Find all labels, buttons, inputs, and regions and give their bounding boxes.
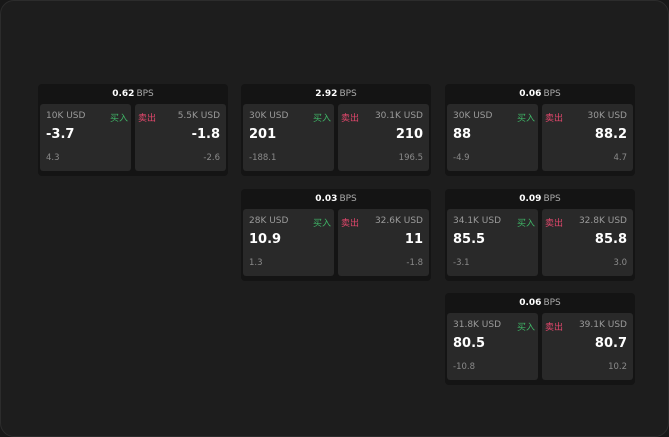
sell-card[interactable]: 卖出 30.1K USD 210 196.5	[338, 104, 429, 171]
spread-unit: BPS	[136, 89, 154, 99]
quote-panel: 0.06 BPS 30K USD 买入 88 -4.9 卖出 30K USD 88…	[445, 84, 635, 176]
buy-change: 1.3	[249, 258, 263, 268]
sell-change: 10.2	[608, 362, 627, 372]
buy-change: 4.3	[46, 153, 60, 163]
buy-amount: 28K USD	[249, 216, 289, 226]
sell-price: 88.2	[594, 127, 627, 142]
spread-unit: BPS	[339, 194, 357, 204]
sell-amount: 30K USD	[587, 111, 627, 121]
buy-label: 买入	[312, 219, 331, 229]
sell-amount: 5.5K USD	[177, 111, 220, 121]
buy-price: 201	[249, 127, 277, 142]
spread-value: 0.06	[519, 298, 542, 308]
buy-amount: 30K USD	[249, 111, 289, 121]
sell-label: 卖出	[138, 114, 157, 124]
buy-card[interactable]: 30K USD 买入 88 -4.9	[447, 104, 538, 171]
buy-price: -3.7	[46, 127, 75, 142]
buy-change: -4.9	[453, 153, 470, 163]
sell-amount: 32.6K USD	[374, 216, 423, 226]
sell-change: 196.5	[398, 153, 423, 163]
sell-card[interactable]: 卖出 32.8K USD 85.8 3.0	[542, 209, 633, 276]
buy-label: 买入	[516, 219, 535, 229]
sell-label: 卖出	[545, 114, 564, 124]
sell-change: 4.7	[613, 153, 627, 163]
buy-label: 买入	[312, 114, 331, 124]
spread-value: 0.62	[112, 89, 135, 99]
spread-value: 0.03	[315, 194, 338, 204]
sell-card[interactable]: 卖出 32.6K USD 11 -1.8	[338, 209, 429, 276]
sell-label: 卖出	[545, 323, 564, 333]
quote-panel: 0.62 BPS 10K USD 买入 -3.7 4.3 卖出 5.5K USD …	[38, 84, 228, 176]
buy-card[interactable]: 28K USD 买入 10.9 1.3	[243, 209, 334, 276]
sell-amount: 39.1K USD	[578, 320, 627, 330]
buy-price: 80.5	[453, 336, 486, 351]
sell-card[interactable]: 卖出 39.1K USD 80.7 10.2	[542, 313, 633, 380]
spread-value: 2.92	[315, 89, 338, 99]
buy-price: 88	[453, 127, 472, 142]
buy-card[interactable]: 34.1K USD 买入 85.5 -3.1	[447, 209, 538, 276]
buy-price: 85.5	[453, 232, 486, 247]
spread-header: 0.62 BPS	[38, 84, 228, 104]
buy-card[interactable]: 30K USD 买入 201 -188.1	[243, 104, 334, 171]
buy-card[interactable]: 10K USD 买入 -3.7 4.3	[40, 104, 131, 171]
buy-label: 买入	[516, 323, 535, 333]
spread-unit: BPS	[339, 89, 357, 99]
spread-header: 2.92 BPS	[241, 84, 431, 104]
sell-label: 卖出	[545, 219, 564, 229]
spread-value: 0.06	[519, 89, 542, 99]
buy-amount: 30K USD	[453, 111, 493, 121]
buy-price: 10.9	[249, 232, 282, 247]
buy-card[interactable]: 31.8K USD 买入 80.5 -10.8	[447, 313, 538, 380]
quote-panel: 0.09 BPS 34.1K USD 买入 85.5 -3.1 卖出 32.8K …	[445, 189, 635, 281]
spread-header: 0.06 BPS	[445, 293, 635, 313]
sell-card[interactable]: 卖出 5.5K USD -1.8 -2.6	[135, 104, 226, 171]
buy-amount: 31.8K USD	[453, 320, 502, 330]
buy-label: 买入	[516, 114, 535, 124]
sell-change: -2.6	[203, 153, 220, 163]
sell-price: -1.8	[191, 127, 220, 142]
buy-label: 买入	[109, 114, 128, 124]
sell-price: 85.8	[594, 232, 627, 247]
spread-header: 0.09 BPS	[445, 189, 635, 209]
sell-label: 卖出	[341, 114, 360, 124]
spread-header: 0.06 BPS	[445, 84, 635, 104]
spread-value: 0.09	[519, 194, 542, 204]
sell-price: 210	[395, 127, 423, 142]
sell-amount: 30.1K USD	[374, 111, 423, 121]
spread-unit: BPS	[543, 194, 561, 204]
sell-amount: 32.8K USD	[578, 216, 627, 226]
sell-change: 3.0	[613, 258, 627, 268]
buy-amount: 34.1K USD	[453, 216, 502, 226]
quote-panel: 0.03 BPS 28K USD 买入 10.9 1.3 卖出 32.6K USD…	[241, 189, 431, 281]
buy-amount: 10K USD	[46, 111, 86, 121]
quote-panel: 0.06 BPS 31.8K USD 买入 80.5 -10.8 卖出 39.1K…	[445, 293, 635, 385]
sell-price: 11	[404, 232, 423, 247]
sell-card[interactable]: 卖出 30K USD 88.2 4.7	[542, 104, 633, 171]
buy-change: -10.8	[453, 362, 475, 372]
sell-label: 卖出	[341, 219, 360, 229]
spread-unit: BPS	[543, 298, 561, 308]
buy-change: -3.1	[453, 258, 470, 268]
quote-panel: 2.92 BPS 30K USD 买入 201 -188.1 卖出 30.1K U…	[241, 84, 431, 176]
sell-change: -1.8	[406, 258, 423, 268]
spread-unit: BPS	[543, 89, 561, 99]
spread-header: 0.03 BPS	[241, 189, 431, 209]
sell-price: 80.7	[594, 336, 627, 351]
buy-change: -188.1	[249, 153, 277, 163]
